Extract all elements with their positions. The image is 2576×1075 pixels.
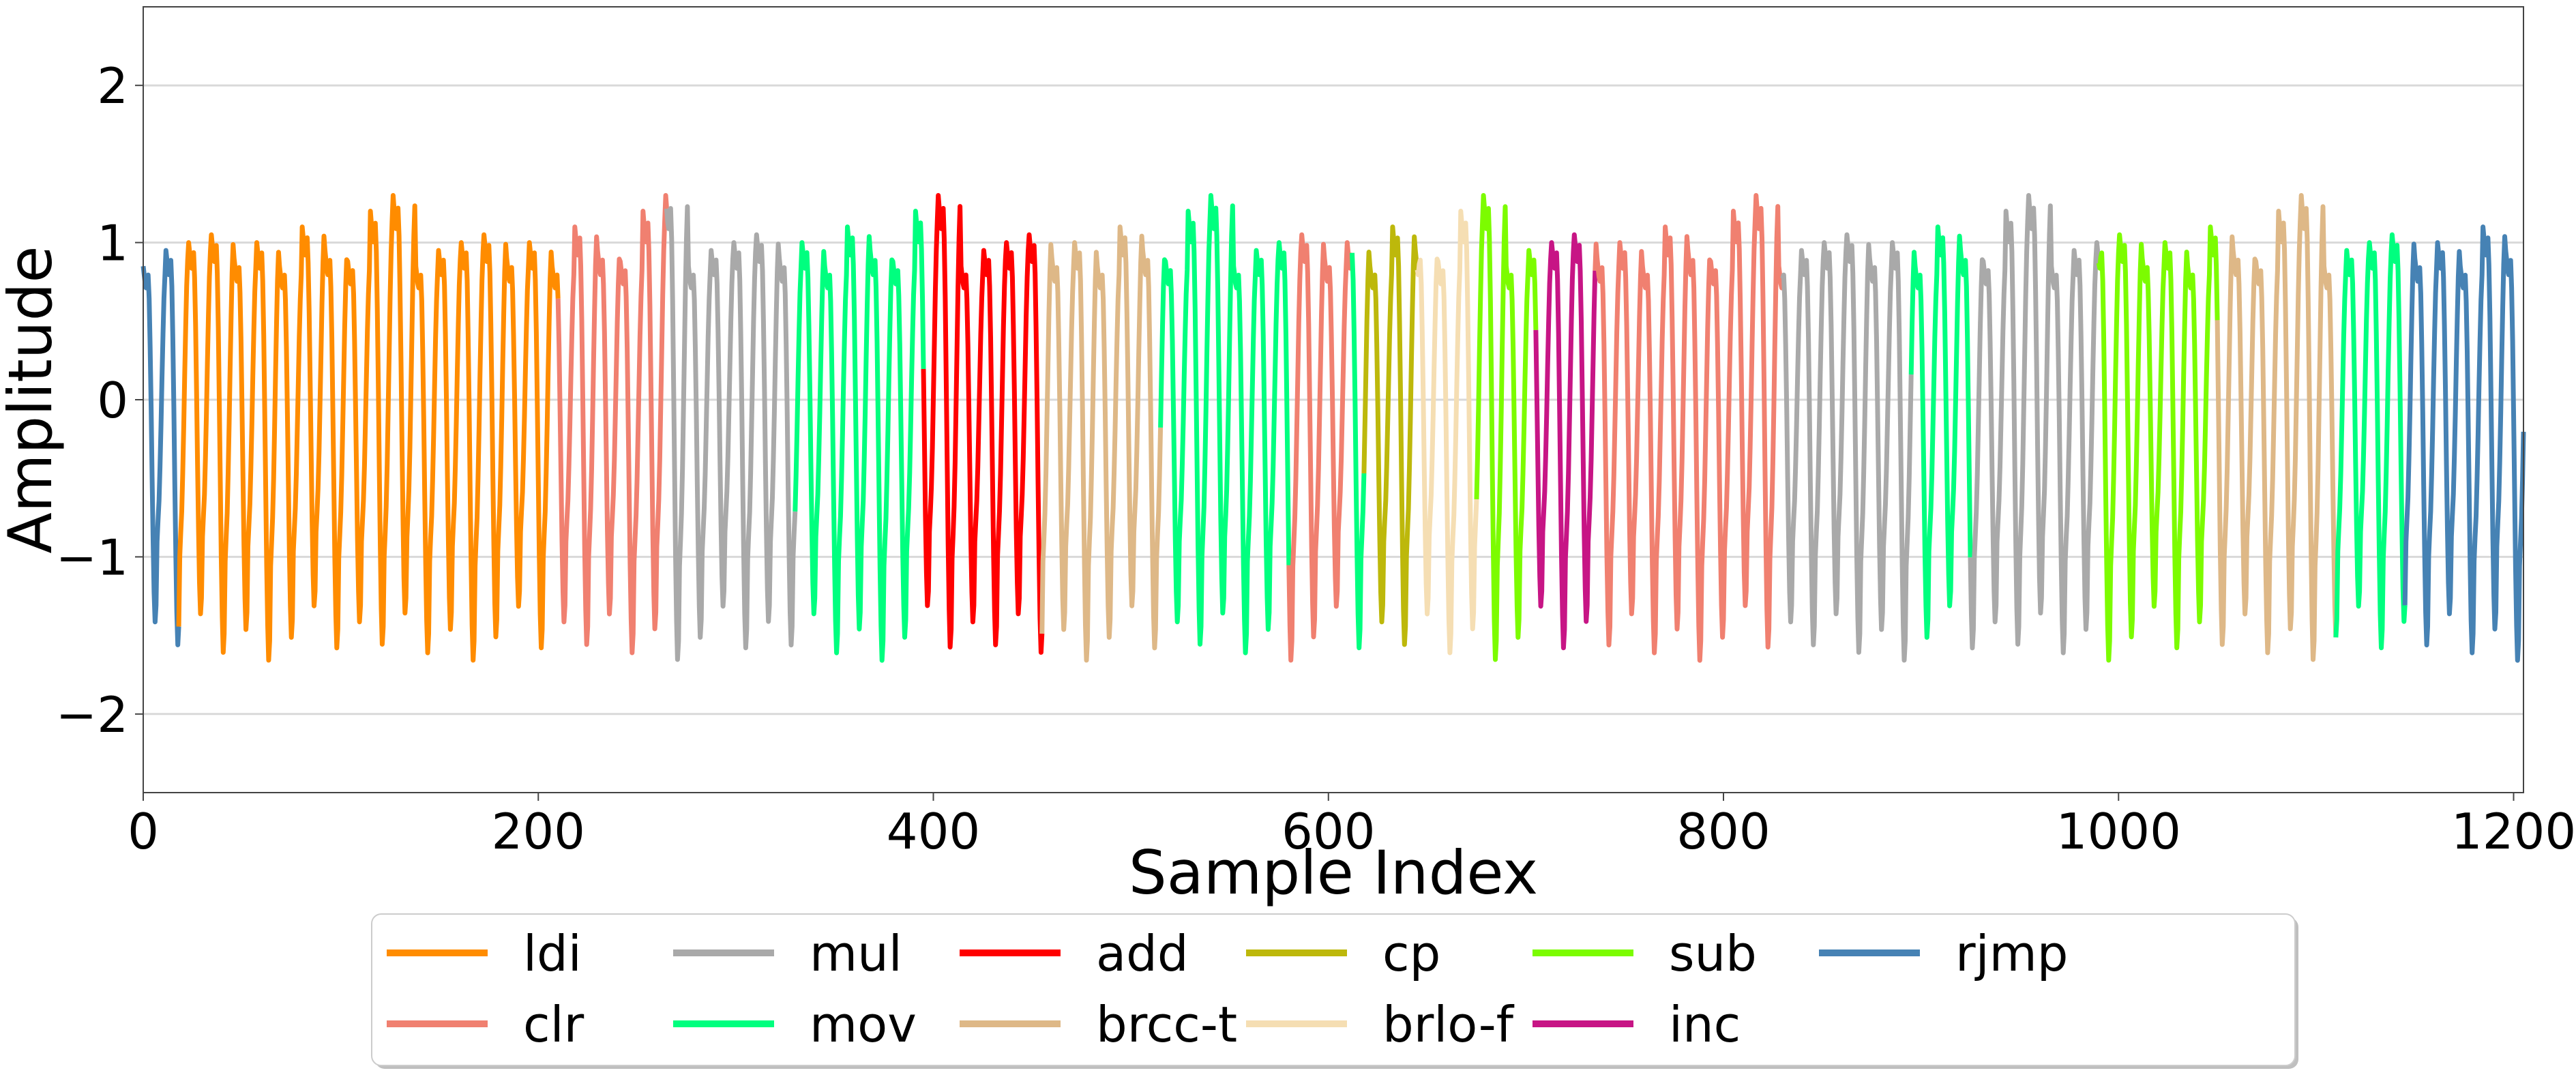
series-line-mov	[1158, 193, 1292, 656]
series-line-mul	[664, 204, 798, 662]
x-tick-label: 800	[1676, 803, 1770, 860]
x-tick-label: 400	[887, 803, 980, 860]
legend-label-inc: inc	[1669, 996, 1741, 1053]
series-line-sub	[2096, 224, 2220, 663]
series-line-inc	[1533, 232, 1598, 651]
series-line-brcc-t	[1039, 224, 1164, 663]
y-tick-label: 1	[97, 215, 128, 272]
legend-label-mul: mul	[810, 925, 902, 982]
series-line-clr	[1593, 193, 1786, 663]
x-axis-label: Sample Index	[1129, 838, 1538, 908]
series-line-brlo-f	[1415, 209, 1479, 656]
legend-label-clr: clr	[523, 996, 584, 1053]
series-line-mov	[793, 209, 926, 663]
series-line-mov	[1908, 224, 1973, 640]
legend-label-rjmp: rjmp	[1955, 925, 2068, 982]
series-line-mul	[1968, 193, 2101, 656]
legend-label-add: add	[1096, 925, 1189, 982]
series-line-clr	[555, 193, 669, 656]
series-line-clr	[1286, 232, 1354, 663]
y-tick-label: −1	[56, 529, 128, 586]
series-line-mov	[1350, 252, 1367, 651]
legend-label-brcc-t: brcc-t	[1096, 996, 1237, 1053]
x-tick-label: 600	[1282, 803, 1375, 860]
tick-layer: −2 −1 0 1 2 0 200 400 600 800 1000 1200	[56, 57, 2576, 860]
legend-label-sub: sub	[1669, 925, 1757, 982]
legend-label-ldi: ldi	[523, 925, 582, 982]
series-layer	[140, 193, 2526, 663]
x-tick-label: 1000	[2056, 803, 2181, 860]
series-line-rjmp	[2402, 224, 2526, 663]
y-axis-label: Amplitude	[0, 246, 65, 554]
legend-label-brlo-f: brlo-f	[1382, 996, 1515, 1053]
x-tick-label: 0	[128, 803, 159, 860]
y-tick-label: −2	[56, 686, 128, 743]
y-tick-label: 0	[97, 372, 128, 429]
legend: ldi clr mul mov add brcc-t cp brlo-f sub inc rjmp	[371, 913, 2298, 1069]
series-line-sub	[1474, 193, 1539, 662]
legend-box	[371, 913, 2296, 1066]
y-tick-label: 2	[97, 57, 128, 115]
series-line-mul	[1780, 232, 1914, 663]
series-line-add	[921, 193, 1045, 655]
legend-label-cp: cp	[1382, 925, 1440, 982]
x-tick-label: 1200	[2451, 803, 2576, 860]
x-tick-label: 200	[492, 803, 585, 860]
legend-label-mov: mov	[810, 996, 917, 1053]
series-line-mov	[2333, 232, 2408, 651]
series-line-cp	[1361, 224, 1420, 647]
series-line-brcc-t	[2215, 193, 2339, 662]
series-line-ldi	[176, 193, 561, 663]
series-line-rjmp	[140, 248, 181, 647]
